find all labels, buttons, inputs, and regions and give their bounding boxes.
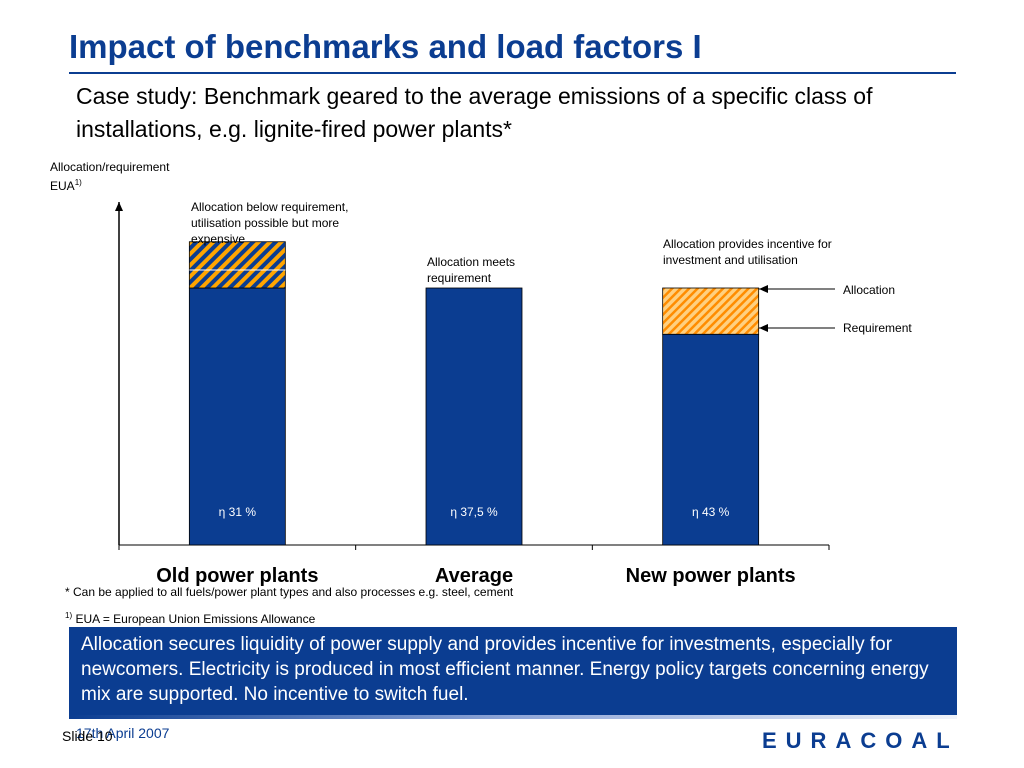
y-axis-label: Allocation/requirement EUA1) <box>50 160 169 194</box>
footnote-eua: 1) EUA = European Union Emissions Allowa… <box>65 611 315 626</box>
bar-solid <box>662 333 760 546</box>
bar-efficiency-label: η 43 % <box>692 505 730 519</box>
y-axis-label-line1: Allocation/requirement <box>50 160 170 174</box>
bar-chart: η 31 % Old power plants η 37,5 % Average η 4… <box>115 202 835 587</box>
y-axis-label-sup: 1) <box>74 178 82 187</box>
summary-callout: Allocation secures liquidity of power su… <box>69 627 957 715</box>
euracoal-logo: EURACOAL <box>762 728 959 753</box>
annotation-old-plants: Allocation below requirement, utilisatio… <box>191 200 349 246</box>
legend-allocation-label: Allocation <box>843 283 896 297</box>
bar-excess-hatched <box>662 287 760 335</box>
y-axis-label-line2: EUA <box>50 179 75 193</box>
x-category-label: Average <box>435 565 513 587</box>
page-subtitle: Case study: Benchmark geared to the aver… <box>76 83 873 142</box>
bar-efficiency-label: η 31 % <box>219 505 257 519</box>
x-category-label: Old power plants <box>156 565 318 587</box>
footnote-star: * Can be applied to all fuels/power plan… <box>65 585 514 599</box>
footer-divider <box>69 715 957 719</box>
annotation-new-plants: Allocation provides incentive for invest… <box>663 237 832 267</box>
x-category-label: New power plants <box>626 565 796 587</box>
legend-requirement-label: Requirement <box>843 321 912 335</box>
bar-solid <box>425 287 523 546</box>
footer-date: 17th April 2007 <box>76 725 170 741</box>
footnote-eua-sup: 1) <box>65 611 73 620</box>
footnote-eua-text: EUA = European Union Emissions Allowance <box>75 612 316 626</box>
page-title: Impact of benchmarks and load factors I <box>69 28 702 65</box>
bar-efficiency-label: η 37,5 % <box>450 505 498 519</box>
slide-number: Slide 10 <box>62 728 113 744</box>
title-divider <box>69 72 956 74</box>
bar-shortfall-hatched <box>188 241 286 289</box>
annotation-average: Allocation meets requirement <box>427 255 516 285</box>
